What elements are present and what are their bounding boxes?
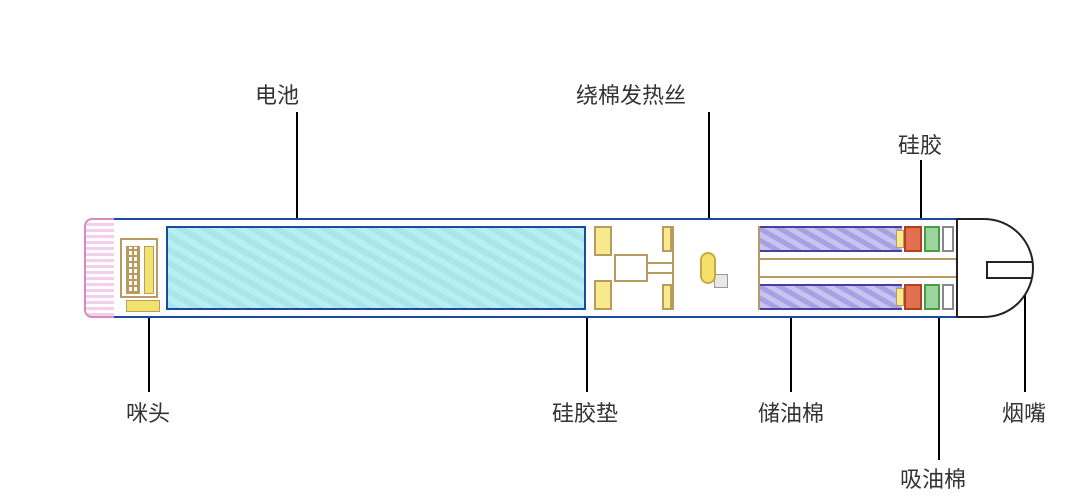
mouthpiece-airway [986, 261, 1032, 279]
heating-coil [700, 252, 716, 284]
silicone-pad-stem2 [648, 262, 672, 274]
absorb-leader [938, 298, 940, 460]
label-mouthpiece: 烟嘴 [1002, 396, 1046, 428]
seal-brass-bottom [896, 288, 904, 306]
silicone-seal-bottom [904, 284, 922, 310]
label-coil: 绕棉发热丝 [576, 78, 686, 110]
air-tube-stub [922, 258, 956, 278]
silicone-pad-bottom [594, 280, 612, 310]
retainer-ring-bottom [942, 284, 954, 310]
oil-cotton-cap-bottom [662, 284, 672, 310]
absorb-cotton-top [924, 226, 940, 252]
label-mic: 咪头 [126, 396, 170, 428]
mic-sensor [120, 238, 158, 298]
label-oil-cotton: 储油棉 [758, 396, 824, 428]
silicone-pad-top [594, 226, 612, 256]
oil-cotton-cap-top [662, 226, 672, 252]
label-silicone: 硅胶 [898, 128, 942, 160]
battery-cell [166, 226, 586, 310]
silicone-pad-stem [614, 254, 648, 282]
mic-grille [126, 246, 140, 294]
air-tube [760, 258, 922, 278]
mic-contact [144, 246, 154, 294]
label-silicone-pad: 硅胶垫 [552, 396, 618, 428]
mouthpiece-tip [956, 218, 1034, 318]
label-absorb-cotton: 吸油棉 [900, 462, 966, 494]
retainer-ring-top [942, 226, 954, 252]
device-cross-section [84, 218, 1034, 318]
seal-brass-top [896, 230, 904, 248]
absorb-cotton-bottom [924, 284, 940, 310]
heating-chamber [672, 226, 760, 310]
chamber-notch [714, 274, 728, 288]
mic-base [126, 300, 160, 312]
silicone-seal-top [904, 226, 922, 252]
label-battery: 电池 [255, 78, 299, 110]
end-cap [84, 218, 114, 318]
